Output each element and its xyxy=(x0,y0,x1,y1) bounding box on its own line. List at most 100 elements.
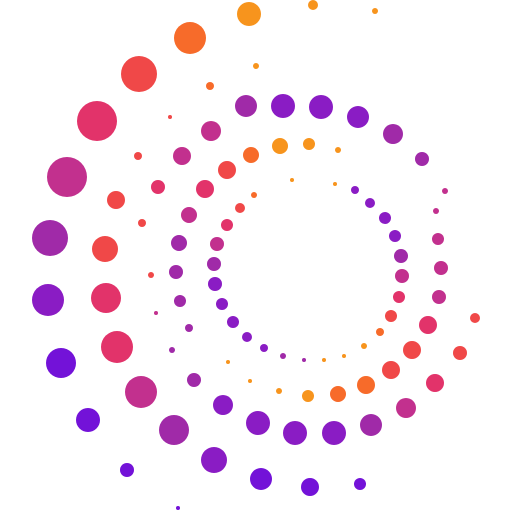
dot xyxy=(235,95,257,117)
dot xyxy=(169,265,183,279)
dot xyxy=(419,316,437,334)
dot xyxy=(470,313,480,323)
dot xyxy=(260,344,268,352)
dot xyxy=(248,379,252,383)
dot xyxy=(242,332,252,342)
dot xyxy=(357,376,375,394)
dot xyxy=(330,386,346,402)
dot xyxy=(221,219,233,231)
dot xyxy=(107,191,125,209)
dot xyxy=(442,188,448,194)
dot xyxy=(227,316,239,328)
dot xyxy=(272,138,288,154)
dot xyxy=(302,358,306,362)
dot xyxy=(243,147,259,163)
dot xyxy=(213,395,233,415)
dot xyxy=(415,152,429,166)
dot xyxy=(76,408,100,432)
dot xyxy=(347,106,369,128)
dot xyxy=(151,180,165,194)
dot xyxy=(32,220,68,256)
dot xyxy=(169,347,175,353)
dot xyxy=(174,295,186,307)
dot xyxy=(181,207,197,223)
dot xyxy=(46,348,76,378)
dot xyxy=(120,463,134,477)
dot xyxy=(206,82,214,90)
dot xyxy=(32,284,64,316)
dot xyxy=(47,157,87,197)
dot xyxy=(148,272,154,278)
dot xyxy=(434,261,448,275)
dot xyxy=(335,147,341,153)
dot xyxy=(385,310,397,322)
dot xyxy=(201,121,221,141)
dot xyxy=(393,291,405,303)
dot xyxy=(138,219,146,227)
dot xyxy=(432,233,444,245)
dot xyxy=(426,374,444,392)
dot xyxy=(376,328,384,336)
dot xyxy=(101,331,133,363)
dot xyxy=(303,138,315,150)
dot xyxy=(389,230,401,242)
dot xyxy=(218,161,236,179)
dot xyxy=(276,388,282,394)
dot xyxy=(154,311,158,315)
dot xyxy=(301,478,319,496)
dot xyxy=(91,283,121,313)
dot xyxy=(168,115,172,119)
dot xyxy=(322,421,346,445)
dot xyxy=(208,277,222,291)
dot xyxy=(251,192,257,198)
dot xyxy=(308,0,318,10)
dot xyxy=(309,95,333,119)
dot xyxy=(176,506,180,510)
dot xyxy=(250,468,272,490)
dot xyxy=(171,235,187,251)
dot xyxy=(173,147,191,165)
dot xyxy=(361,343,367,349)
dot xyxy=(322,358,326,362)
dot xyxy=(226,360,230,364)
dot xyxy=(360,414,382,436)
dot xyxy=(394,249,408,263)
dot xyxy=(271,94,295,118)
dot xyxy=(185,324,193,332)
dot xyxy=(235,203,245,213)
dot xyxy=(290,178,294,182)
dot xyxy=(433,208,439,214)
dot xyxy=(207,257,221,271)
dot xyxy=(302,390,314,402)
dot xyxy=(280,353,286,359)
dot xyxy=(125,376,157,408)
dot xyxy=(134,152,142,160)
dot xyxy=(333,182,337,186)
dot xyxy=(210,237,224,251)
dot xyxy=(283,421,307,445)
dot xyxy=(432,290,446,304)
dot xyxy=(382,361,400,379)
dot xyxy=(365,198,375,208)
dot xyxy=(383,124,403,144)
dot xyxy=(201,447,227,473)
dot xyxy=(372,8,378,14)
dot xyxy=(159,415,189,445)
dot xyxy=(453,346,467,360)
dot xyxy=(351,186,359,194)
dot xyxy=(395,269,409,283)
dot xyxy=(196,180,214,198)
dot xyxy=(253,63,259,69)
dot xyxy=(121,56,157,92)
dot xyxy=(174,22,206,54)
dot xyxy=(354,478,366,490)
dot xyxy=(342,354,346,358)
dot xyxy=(187,373,201,387)
dot xyxy=(237,2,261,26)
dot xyxy=(396,398,416,418)
dot xyxy=(403,341,421,359)
dot xyxy=(379,212,391,224)
dot xyxy=(77,101,117,141)
